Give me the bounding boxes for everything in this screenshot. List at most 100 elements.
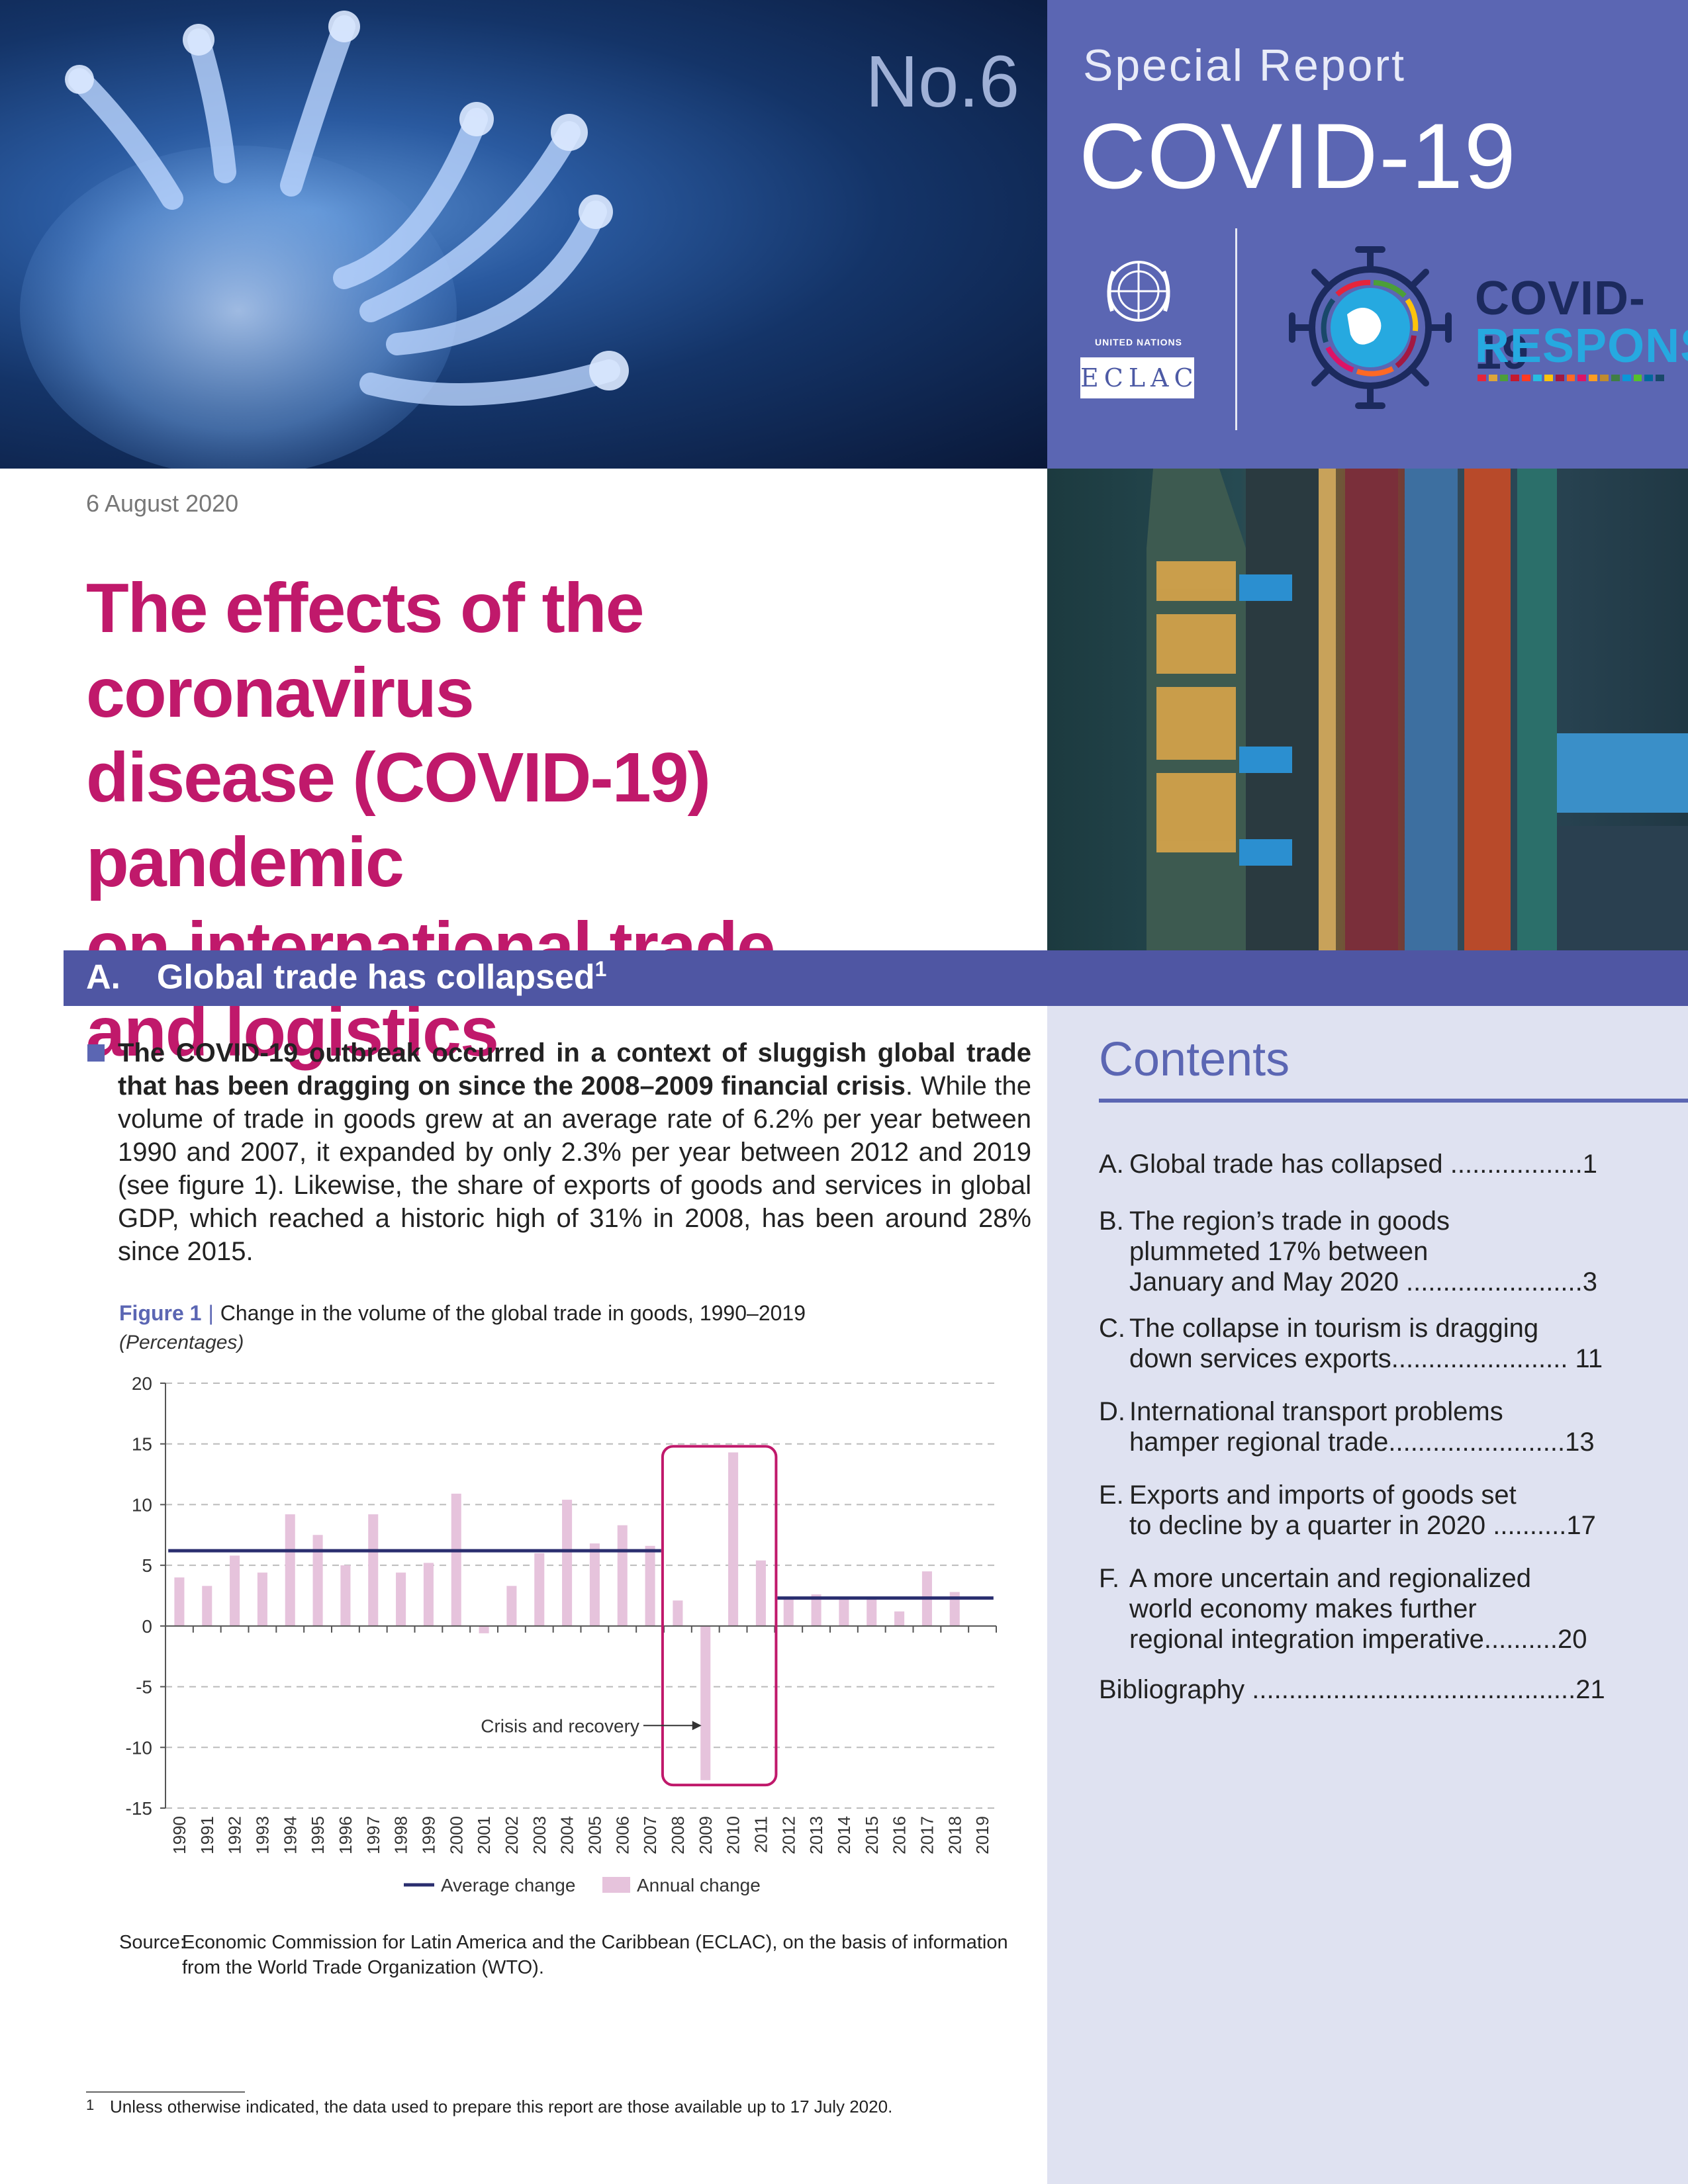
- bar: [645, 1545, 655, 1626]
- sdg-color-swatch: [1488, 375, 1497, 381]
- sdg-color-swatch: [1589, 375, 1598, 381]
- toc-item[interactable]: F. A more uncertain and regionalized world…: [1099, 1563, 1628, 1655]
- x-tick-label: 2015: [862, 1816, 882, 1854]
- title-line: disease (COVID-19) pandemic: [86, 739, 711, 901]
- bar: [451, 1493, 461, 1626]
- y-tick-label: 10: [132, 1494, 152, 1515]
- sdg-color-swatch: [1622, 375, 1631, 381]
- sdg-color-swatch: [1633, 375, 1642, 381]
- bar: [368, 1514, 379, 1626]
- contents-panel: [1047, 1006, 1688, 2184]
- crisis-highlight-box: [661, 1445, 778, 1787]
- toc-item-line: International transport problems: [1129, 1397, 1503, 1426]
- annotation-label: Crisis and recovery: [481, 1715, 639, 1736]
- sdg-color-swatch: [1600, 375, 1609, 381]
- x-tick-label: 1998: [391, 1816, 411, 1854]
- y-tick-label: -15: [126, 1798, 152, 1819]
- footnote-number: 1: [86, 2097, 95, 2113]
- bar: [506, 1586, 517, 1626]
- virus-illustration: [20, 11, 629, 469]
- toc-item[interactable]: C. The collapse in tourism is dragging dow…: [1099, 1313, 1628, 1374]
- toc-item-line: A more uncertain and regionalized: [1129, 1564, 1532, 1593]
- bar: [867, 1599, 877, 1626]
- x-tick-label: 2005: [585, 1816, 604, 1854]
- sdg-color-bar: [1477, 375, 1665, 381]
- toc-item[interactable]: A. Global trade has collapsed ...........…: [1099, 1149, 1628, 1179]
- sdg-color-swatch: [1533, 375, 1542, 381]
- x-tick-label: 2018: [945, 1816, 964, 1854]
- x-tick-label: 2019: [972, 1816, 992, 1854]
- series-title: COVID-19: [1079, 104, 1517, 208]
- figure-title: Change in the volume of the global trade…: [220, 1301, 806, 1325]
- toc-item-letter: E.: [1099, 1480, 1124, 1510]
- title-line: The effects of the coronavirus: [86, 569, 645, 732]
- bar: [617, 1525, 628, 1626]
- toc-item-letter: C.: [1099, 1314, 1125, 1343]
- covid-response-badge: [1284, 242, 1456, 414]
- toc-item[interactable]: E. Exports and imports of goods set to dec…: [1099, 1480, 1628, 1541]
- footnote-rule: [86, 2091, 245, 2093]
- toc-item-line: down services exports...................…: [1129, 1344, 1603, 1373]
- toc-item-line: plummeted 17% between: [1129, 1237, 1429, 1266]
- footnote-mark: 1: [594, 957, 607, 981]
- bar: [673, 1600, 683, 1626]
- toc-item-line: hamper regional trade...................…: [1129, 1428, 1595, 1457]
- section-letter: A.: [86, 958, 120, 997]
- toc-item-line: to decline by a quarter in 2020 ........…: [1129, 1511, 1596, 1540]
- toc-item-line: January and May 2020 ...................…: [1129, 1267, 1598, 1297]
- toc-item-line: The region’s trade in goods: [1129, 1206, 1450, 1236]
- body-text: . While the volume of trade in goods gre…: [118, 1071, 1032, 1266]
- bar: [949, 1592, 960, 1626]
- virus-globe-icon: [1289, 246, 1452, 409]
- un-logo: United Nations: [1079, 251, 1198, 347]
- bar: [174, 1577, 185, 1626]
- sdg-color-swatch: [1656, 375, 1665, 381]
- x-tick-label: 2003: [530, 1816, 549, 1854]
- sdg-color-swatch: [1566, 375, 1575, 381]
- y-tick-label: 20: [132, 1373, 152, 1394]
- bar: [562, 1500, 573, 1626]
- toc-item-line: Bibliography ...........................…: [1099, 1675, 1605, 1704]
- sdg-color-swatch: [1511, 375, 1520, 381]
- toc-item[interactable]: B. The region’s trade in goods plummeted 1…: [1099, 1206, 1628, 1297]
- figure-number: Figure 1: [119, 1301, 202, 1325]
- bar: [285, 1514, 295, 1626]
- source-text: Economic Commission for Latin America an…: [182, 1932, 1008, 1978]
- x-tick-label: 2006: [612, 1816, 632, 1854]
- y-tick-label: -10: [126, 1737, 152, 1758]
- x-tick-label: 1996: [336, 1816, 355, 1854]
- x-tick-label: 1990: [169, 1816, 189, 1854]
- x-tick-label: 1994: [280, 1816, 300, 1854]
- legend-swatch-annual: [602, 1877, 630, 1893]
- x-tick-label: 2016: [890, 1816, 910, 1854]
- bar: [396, 1572, 406, 1626]
- bar: [423, 1563, 434, 1626]
- source-label: Source:: [119, 1932, 185, 1953]
- legend-label-average: Average change: [441, 1875, 575, 1895]
- toc-item[interactable]: D. International transport problems hamper…: [1099, 1396, 1628, 1457]
- toc-item[interactable]: Bibliography ...........................…: [1099, 1674, 1628, 1705]
- un-emblem-icon: [1107, 261, 1170, 322]
- bar: [479, 1625, 489, 1633]
- x-tick-label: 2011: [751, 1816, 771, 1853]
- toc-item-letter: B.: [1099, 1206, 1124, 1236]
- logo-divider: [1235, 228, 1237, 430]
- toc-item-letter: D.: [1099, 1397, 1125, 1426]
- series-label: Special Report: [1083, 40, 1407, 91]
- bar: [202, 1586, 212, 1626]
- bar: [312, 1535, 323, 1626]
- sdg-color-swatch: [1477, 375, 1486, 381]
- port-aerial-image: [1047, 469, 1688, 950]
- bar: [589, 1543, 600, 1626]
- sdg-color-swatch: [1644, 375, 1654, 381]
- toc-item-letter: A.: [1099, 1150, 1124, 1179]
- figure-source: Source: Economic Commission for Latin Am…: [119, 1930, 1033, 1980]
- toc-item-line: world economy makes further: [1129, 1594, 1477, 1623]
- x-tick-label: 2008: [668, 1816, 688, 1854]
- x-tick-label: 2017: [917, 1816, 937, 1854]
- x-tick-label: 1999: [418, 1816, 438, 1854]
- figure-units: (Percentages): [119, 1332, 244, 1353]
- x-tick-label: 2013: [806, 1816, 826, 1854]
- un-label: United Nations: [1095, 337, 1182, 347]
- bar: [894, 1611, 905, 1626]
